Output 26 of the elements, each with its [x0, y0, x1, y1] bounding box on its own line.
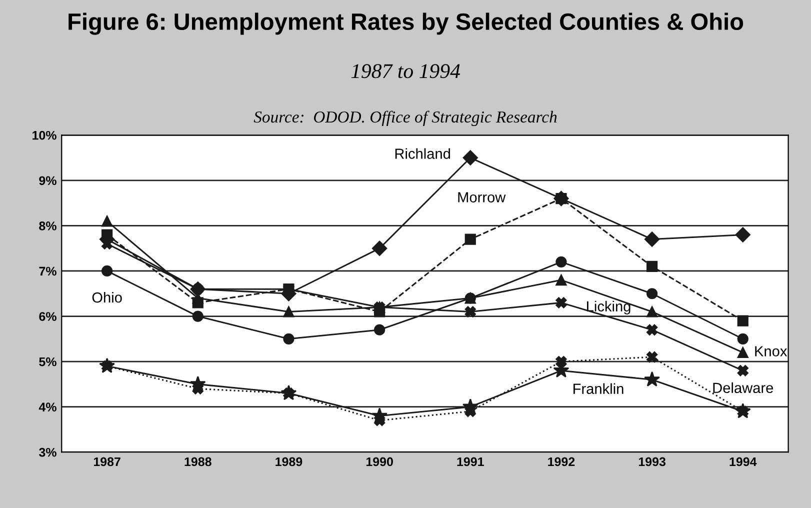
series-label: Franklin: [574, 383, 624, 394]
x-tick-label: 1992: [548, 457, 575, 466]
chart-title: Figure 6: Unemployment Rates by Selected Counties & Ohio: [68, 12, 744, 35]
x-tick-label: 1991: [457, 457, 484, 466]
source-note: Source: ODOD. Office of Strategic Research: [254, 110, 557, 126]
y-tick-label: 8%: [39, 222, 56, 230]
y-tick-label: 9%: [39, 176, 56, 186]
y-tick-label: 5%: [39, 357, 56, 366]
series-label: Morrow: [458, 192, 506, 202]
y-tick-label: 3%: [38, 448, 56, 457]
chart-subtitle: 1987 to 1994: [351, 64, 460, 78]
series-label: Ohio: [92, 292, 122, 303]
x-tick-label: 1988: [184, 457, 212, 466]
series-label: Delaware: [713, 382, 774, 394]
x-tick-label: 1989: [276, 457, 302, 466]
x-tick-label: 1987: [94, 457, 120, 466]
series-label: Licking: [587, 300, 630, 314]
series-label: Richland: [395, 148, 450, 159]
x-tick-label: 1993: [638, 457, 666, 466]
y-tick-label: 7%: [39, 266, 56, 276]
y-tick-label: 10%: [32, 130, 56, 140]
series-label: Knox: [755, 346, 788, 356]
x-tick-label: 1990: [366, 457, 393, 466]
y-tick-label: 6%: [39, 312, 56, 321]
x-tick-label: 1994: [730, 457, 757, 466]
y-tick-label: 4%: [38, 402, 56, 412]
